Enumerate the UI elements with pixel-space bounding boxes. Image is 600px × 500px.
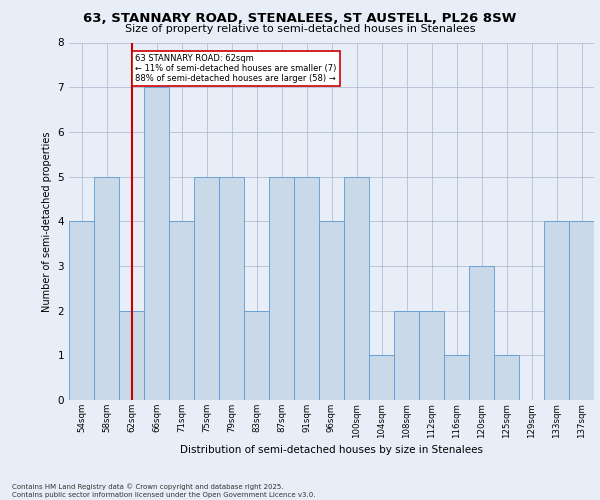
Text: Size of property relative to semi-detached houses in Stenalees: Size of property relative to semi-detach… <box>125 24 475 34</box>
Text: 63, STANNARY ROAD, STENALEES, ST AUSTELL, PL26 8SW: 63, STANNARY ROAD, STENALEES, ST AUSTELL… <box>83 12 517 26</box>
Bar <box>94 176 119 400</box>
Bar <box>569 221 594 400</box>
Bar <box>194 176 219 400</box>
Bar <box>294 176 319 400</box>
Bar <box>369 356 394 400</box>
Y-axis label: Number of semi-detached properties: Number of semi-detached properties <box>42 131 52 312</box>
Bar <box>144 87 169 400</box>
Bar <box>444 356 469 400</box>
Bar <box>469 266 494 400</box>
Bar <box>219 176 244 400</box>
Bar <box>244 310 269 400</box>
Bar <box>269 176 294 400</box>
Bar <box>544 221 569 400</box>
Bar <box>69 221 94 400</box>
Bar <box>494 356 519 400</box>
Bar <box>344 176 369 400</box>
Bar <box>119 310 144 400</box>
Bar <box>394 310 419 400</box>
X-axis label: Distribution of semi-detached houses by size in Stenalees: Distribution of semi-detached houses by … <box>180 444 483 454</box>
Bar <box>169 221 194 400</box>
Bar <box>319 221 344 400</box>
Bar <box>419 310 444 400</box>
Text: Contains HM Land Registry data © Crown copyright and database right 2025.
Contai: Contains HM Land Registry data © Crown c… <box>12 484 316 498</box>
Text: 63 STANNARY ROAD: 62sqm
← 11% of semi-detached houses are smaller (7)
88% of sem: 63 STANNARY ROAD: 62sqm ← 11% of semi-de… <box>135 54 337 84</box>
